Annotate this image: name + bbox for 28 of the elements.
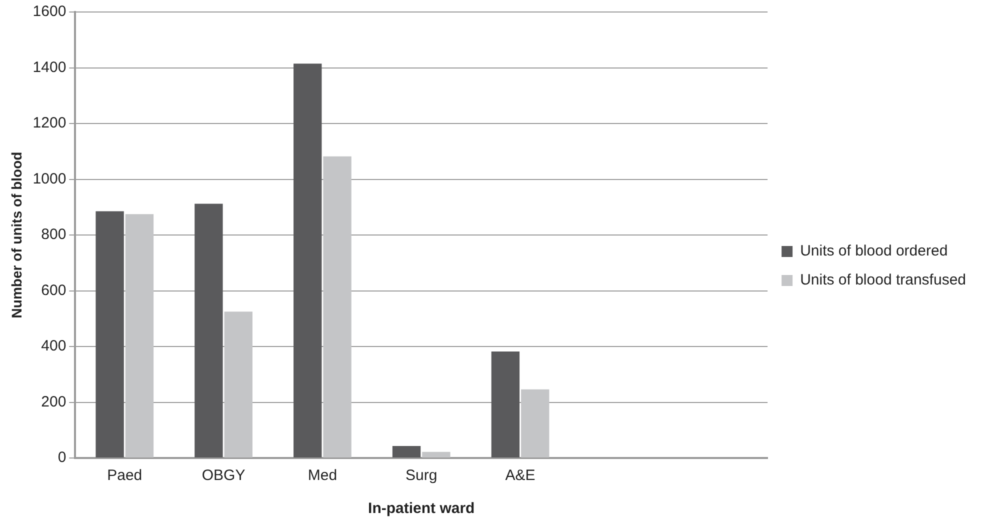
x-tick-label: A&E (505, 467, 536, 484)
bar (323, 156, 352, 458)
bar (96, 211, 124, 458)
y-axis-title: Number of units of blood (8, 152, 24, 318)
bar (294, 64, 322, 458)
y-tick-label: 1200 (32, 114, 66, 132)
x-tick-label: Paed (107, 467, 142, 484)
bar (194, 204, 223, 458)
y-tick-label: 400 (41, 338, 66, 355)
legend-label: Units of blood transfused (800, 272, 966, 289)
legend-label: Units of blood ordered (800, 242, 948, 260)
bar (224, 312, 252, 458)
y-tick-label: 1000 (32, 170, 66, 188)
y-tick-label: 0 (58, 449, 66, 466)
x-tick-label: OBGY (202, 467, 246, 484)
bar (392, 446, 421, 458)
y-tick-label: 800 (41, 226, 66, 244)
bar (422, 452, 450, 458)
y-tick-label: 1400 (32, 58, 66, 76)
bar (125, 214, 154, 458)
bar (491, 352, 520, 458)
y-tick-label: 600 (41, 282, 66, 299)
y-tick-label: 1600 (32, 3, 66, 20)
x-axis-title: In-patient ward (368, 500, 475, 518)
y-tick-label: 200 (41, 393, 66, 410)
bar (521, 389, 550, 458)
x-tick-label: Surg (406, 467, 438, 484)
x-tick-label: Med (308, 467, 338, 484)
